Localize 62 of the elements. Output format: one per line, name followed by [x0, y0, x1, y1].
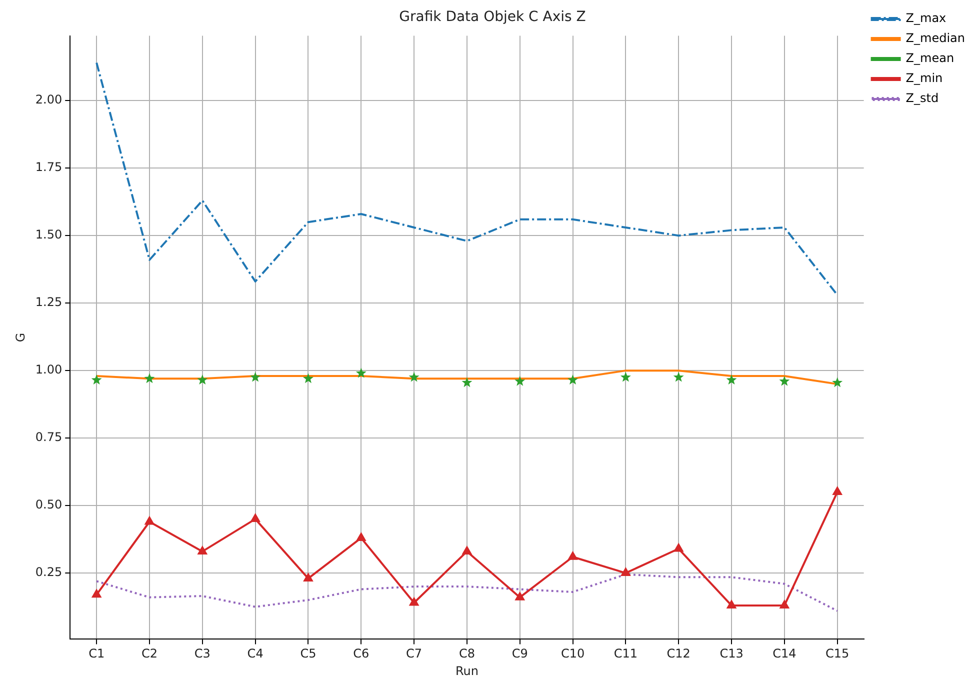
line-series: [96, 62, 838, 296]
x-tick-label: C8: [458, 646, 475, 661]
point: [568, 374, 578, 384]
legend-label: Z_max: [906, 11, 946, 26]
x-axis-title: Run: [455, 664, 478, 678]
point: [198, 546, 208, 554]
x-tick-label: C14: [772, 646, 796, 661]
legend-label: Z_median: [906, 31, 965, 46]
point: [780, 600, 790, 608]
point: [514, 376, 526, 386]
x-tick-label: C5: [300, 646, 316, 661]
point: [779, 376, 790, 386]
point: [303, 572, 314, 582]
x-tick-label: C12: [666, 646, 690, 661]
point: [832, 377, 843, 388]
point: [832, 486, 842, 496]
point: [674, 543, 684, 552]
point: [462, 377, 472, 388]
legend-label: Z_mean: [906, 51, 954, 66]
point: [408, 372, 420, 382]
y-tick-label: 2.00: [35, 92, 62, 107]
legend-label: Z_std: [906, 91, 939, 106]
x-tick-label: C2: [141, 646, 158, 661]
x-tick-label: C6: [353, 646, 370, 661]
point: [620, 372, 631, 382]
y-tick-label: 1.25: [35, 295, 62, 310]
x-tick-label: C4: [247, 646, 264, 661]
x-tick-label: C1: [88, 646, 105, 661]
x-tick-label: C7: [406, 646, 422, 661]
point: [92, 589, 102, 598]
point: [726, 600, 736, 608]
x-tick-label: C15: [826, 646, 850, 661]
legend-label: Z_min: [906, 71, 943, 86]
point: [197, 374, 208, 384]
point: [726, 374, 737, 384]
chart-title: Grafik Data Objek C Axis Z: [399, 9, 586, 26]
x-tick-label: C9: [512, 646, 528, 661]
y-tick-label: 0.50: [35, 498, 62, 512]
point: [462, 546, 472, 554]
x-tick-label: C10: [560, 646, 585, 661]
point: [144, 373, 155, 384]
point: [620, 568, 631, 576]
point: [568, 551, 578, 560]
y-tick-label: 0.25: [35, 565, 62, 580]
x-tick-label: C13: [720, 646, 744, 661]
y-axis-title: G: [13, 332, 28, 342]
point: [673, 372, 684, 382]
point: [144, 516, 154, 525]
y-tick-label: 1.50: [35, 228, 62, 242]
point: [409, 597, 419, 606]
y-tick-label: 1.00: [35, 362, 62, 377]
point: [250, 514, 260, 522]
y-tick-label: 0.75: [35, 430, 62, 444]
x-tick-label: C11: [614, 646, 638, 661]
point: [250, 372, 261, 382]
x-tick-label: C3: [194, 646, 210, 661]
point: [302, 373, 314, 384]
point: [515, 592, 525, 600]
y-tick-label: 1.75: [35, 160, 62, 174]
point: [91, 374, 102, 384]
point: [356, 532, 366, 541]
point: [356, 368, 366, 378]
